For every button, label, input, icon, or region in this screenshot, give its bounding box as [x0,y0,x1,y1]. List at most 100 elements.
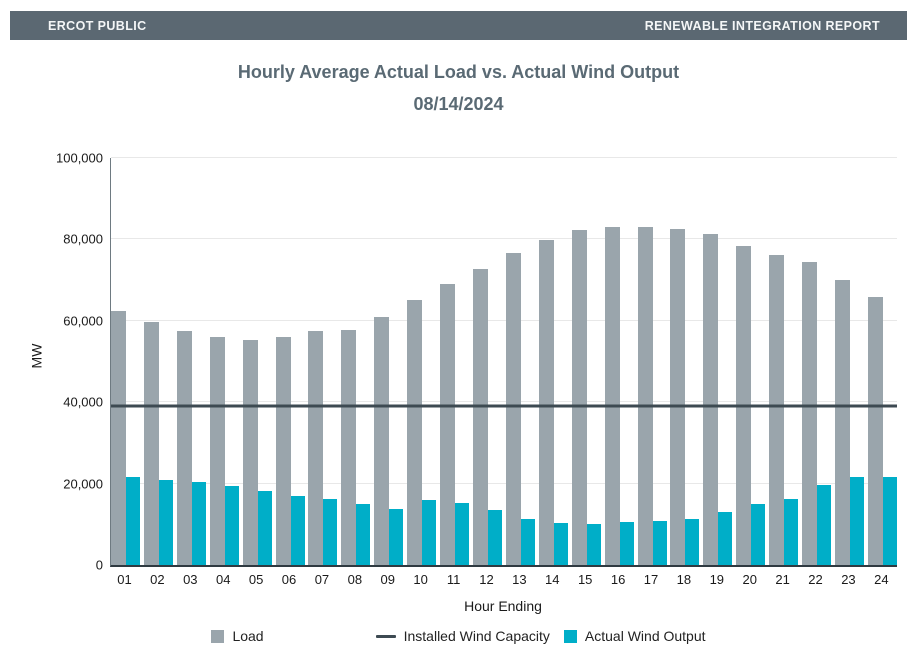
y-tick-label: 0 [95,557,103,573]
bar-series [111,158,897,565]
load-swatch [211,629,225,643]
gridline [111,238,897,240]
load-bar-07 [308,330,324,565]
chart: MW 0 20,000 40,000 60,000 80,000 100,000 01 02… [0,151,917,663]
bar-group-09 [374,158,404,565]
x-tick-label: 06 [281,572,297,587]
x-tick-label: 22 [808,572,823,587]
header-left-label: ERCOT PUBLIC [48,18,147,33]
wind-bar-07 [323,499,338,565]
x-tick-label: 19 [709,572,725,587]
x-tick-label: 05 [248,572,264,587]
legend: Load Installed Wind Capacity Actual Wind… [0,628,917,644]
load-bar-24 [867,297,883,565]
bar-group-06 [275,158,305,565]
wind-bar-12 [487,510,502,565]
y-axis-ticks: 0 20,000 40,000 60,000 80,000 100,000 [0,151,103,573]
load-bar-21 [769,255,785,565]
wind-bar-06 [290,495,305,565]
wind-bar-22 [817,484,832,565]
bar-group-15 [571,158,601,565]
wind-swatch [563,629,577,643]
y-tick-label: 40,000 [63,394,103,410]
load-bar-15 [571,230,587,565]
x-axis-title: Hour Ending [464,598,542,614]
bar-group-23 [834,158,864,565]
x-tick-label: 09 [380,572,395,587]
bar-group-12 [472,158,502,565]
load-bar-11 [440,284,456,565]
load-bar-12 [472,269,488,565]
wind-bar-14 [553,522,568,565]
x-tick-label: 21 [775,572,790,587]
bar-group-14 [538,158,568,565]
capacity-line-swatch [375,634,396,638]
wind-bar-13 [520,518,535,565]
y-tick-label: 20,000 [63,476,103,492]
wind-bar-09 [389,509,404,565]
load-bar-03 [176,330,192,565]
x-tick-label: 03 [183,572,198,587]
installed-wind-capacity-line [111,404,897,408]
y-tick-label: 60,000 [63,313,103,329]
load-bar-13 [505,252,521,565]
x-tick-label: 01 [117,572,132,587]
bar-group-04 [209,158,239,565]
gridline [111,319,897,321]
wind-bar-08 [356,504,371,565]
wind-bar-23 [849,476,864,565]
legend-capacity-label: Installed Wind Capacity [403,628,550,644]
chart-title: Hourly Average Actual Load vs. Actual Wi… [237,62,680,82]
x-tick-label: 24 [874,572,889,587]
bar-group-17 [637,158,667,565]
bar-group-08 [341,158,371,565]
x-tick-label: 13 [512,572,527,587]
bar-group-16 [604,158,634,565]
wind-bar-24 [882,477,897,565]
title-block: Hourly Average Actual Load vs. Actual Wi… [0,62,917,115]
x-tick-label: 11 [446,572,461,587]
bar-group-24 [867,158,897,565]
bar-group-07 [308,158,338,565]
load-bar-06 [275,336,291,565]
bar-group-22 [802,158,832,565]
x-tick-label: 16 [610,572,626,587]
legend-item-wind: Actual Wind Output [563,628,706,644]
load-bar-16 [604,226,620,565]
load-bar-09 [374,317,390,565]
x-tick-label: 17 [643,572,659,587]
x-tick-label: 14 [545,572,560,587]
gridline [111,157,897,158]
bar-group-18 [670,158,700,565]
bar-group-03 [176,158,206,565]
bar-group-19 [703,158,733,565]
x-tick-label: 02 [150,572,165,587]
wind-bar-21 [784,499,799,565]
x-tick-label: 18 [676,572,692,587]
bar-group-05 [242,158,272,565]
x-tick-label: 08 [347,572,363,587]
x-tick-label: 04 [215,572,231,587]
y-tick-label: 100,000 [56,150,103,166]
wind-bar-16 [619,521,634,565]
load-bar-02 [143,322,159,565]
y-tick-label: 80,000 [63,231,103,247]
gridline [111,482,897,484]
header-right-label: RENEWABLE INTEGRATION REPORT [644,18,880,33]
wind-bar-15 [586,523,601,565]
load-bar-22 [802,262,818,565]
bar-group-13 [505,158,535,565]
legend-item-capacity: Installed Wind Capacity [375,628,550,644]
report-header: ERCOT PUBLIC RENEWABLE INTEGRATION REPOR… [10,11,907,40]
bar-group-11 [440,158,470,565]
x-tick-label: 12 [479,572,494,587]
wind-bar-01 [126,477,140,565]
load-bar-10 [407,300,423,565]
load-bar-05 [242,339,258,565]
gridline [111,401,897,403]
load-bar-23 [834,280,850,565]
wind-bar-02 [158,479,173,565]
wind-bar-04 [224,486,239,565]
x-axis-ticks: 01 02 03 04 05 06 07 08 09 10 11 12 13 14 15 16 17 18 19 20… [110,572,896,587]
wind-bar-20 [751,504,766,565]
